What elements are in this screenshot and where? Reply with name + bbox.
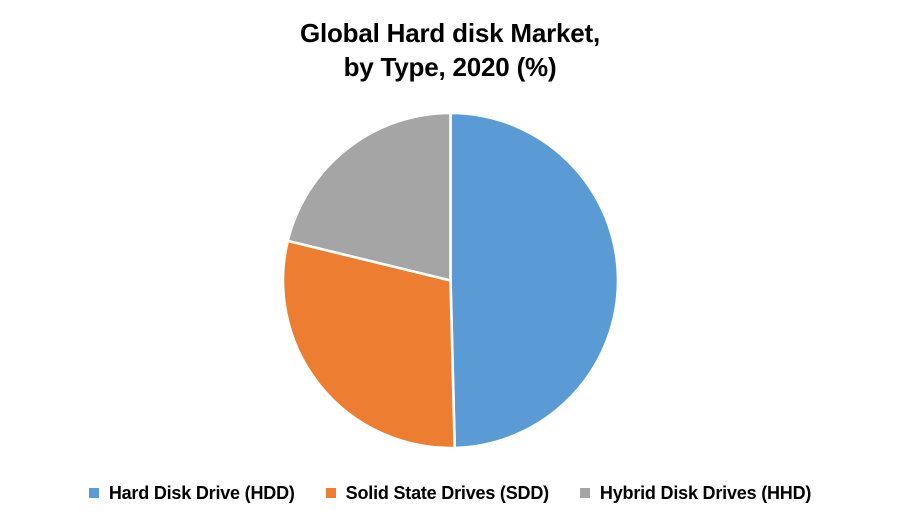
legend-item-hhd: Hybrid Disk Drives (HHD) bbox=[579, 482, 812, 504]
pie-slice-1 bbox=[449, 111, 620, 450]
legend-label-hhd: Hybrid Disk Drives (HHD) bbox=[599, 482, 812, 503]
chart-title: Global Hard disk Market, by Type, 2020 (… bbox=[0, 16, 900, 84]
legend-swatch-sdd-icon bbox=[325, 488, 336, 498]
chart-title-line-2: by Type, 2020 (%) bbox=[343, 52, 557, 82]
legend-swatch-hdd-icon bbox=[88, 488, 99, 498]
pie-slice-2 bbox=[281, 239, 457, 450]
chart-legend: Hard Disk Drive (HDD) Solid State Drives… bbox=[0, 479, 900, 507]
legend-item-hdd: Hard Disk Drive (HDD) bbox=[88, 482, 295, 504]
legend-label-hdd: Hard Disk Drive (HDD) bbox=[108, 482, 295, 503]
chart-title-line-1: Global Hard disk Market, bbox=[299, 18, 601, 48]
legend-item-sdd: Solid State Drives (SDD) bbox=[325, 482, 549, 504]
legend-label-sdd: Solid State Drives (SDD) bbox=[345, 482, 549, 503]
legend-swatch-hhd-icon bbox=[579, 488, 590, 498]
pie-slice-3 bbox=[286, 111, 452, 282]
pie-chart bbox=[281, 111, 620, 450]
